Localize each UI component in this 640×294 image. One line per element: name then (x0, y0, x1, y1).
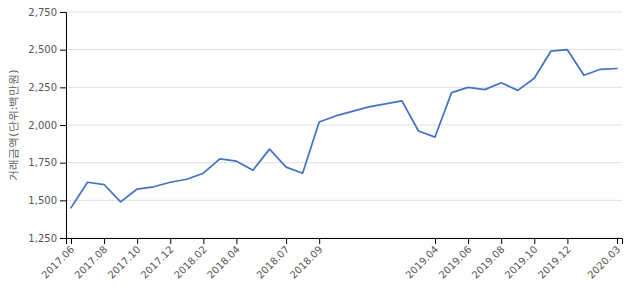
x-tick: 2019.04 (403, 238, 440, 281)
grid (66, 12, 622, 238)
x-tick: 2017.10 (106, 238, 143, 281)
y-tick: 2,250 (28, 82, 66, 93)
x-tick-label: 2019.06 (437, 244, 474, 281)
y-tick-label: 2,250 (28, 82, 57, 93)
y-tick: 1,500 (28, 195, 66, 206)
plot-area: 1,250 1,500 1,750 2,000 2,250 2,500 2,750 2017.… (28, 7, 622, 281)
x-tick-mark (236, 238, 237, 244)
x-tick-mark (501, 238, 502, 244)
x-tick: 2019.08 (470, 238, 507, 281)
x-tick-mark (137, 238, 138, 244)
grid-line (66, 49, 622, 50)
x-tick: 2019.12 (536, 238, 573, 281)
x-tick: 2017.08 (72, 238, 109, 281)
y-tick-mark (60, 200, 66, 201)
x-axis: 2017.062017.082017.102017.122018.022018.… (39, 238, 622, 281)
x-tick-mark (286, 238, 287, 244)
x-tick-label: 2019.08 (470, 244, 507, 281)
y-axis-line (60, 13, 67, 239)
y-tick-mark (60, 12, 66, 13)
y-tick-mark (60, 125, 66, 126)
y-tick-label: 1,250 (28, 233, 57, 244)
x-tick: 2018.04 (205, 238, 242, 281)
grid-line (66, 162, 622, 163)
grid-line (66, 200, 622, 201)
x-tick-label: 2019.12 (536, 244, 573, 281)
x-tick-label: 2017.12 (139, 244, 176, 281)
y-tick-label: 1,500 (28, 195, 57, 206)
y-tick: 2,750 (28, 7, 66, 18)
x-tick: 2017.06 (39, 238, 76, 281)
x-tick-mark (203, 238, 204, 244)
y-tick-mark (60, 238, 66, 239)
x-tick: 2018.07 (255, 238, 292, 281)
x-tick: 2019.10 (503, 238, 540, 281)
x-axis-line (67, 239, 623, 245)
y-tick-mark (60, 87, 66, 88)
grid-line (66, 125, 622, 126)
y-tick: 1,750 (28, 157, 66, 168)
x-tick-label: 2019.04 (403, 244, 440, 281)
x-tick-label: 2017.06 (39, 244, 76, 281)
x-tick-label: 2017.08 (72, 244, 109, 281)
y-tick-mark (60, 163, 66, 164)
x-tick: 2020.03 (585, 238, 622, 281)
y-tick-mark (60, 50, 66, 51)
y-axis-title: 거래금액(단위:백만원) (7, 69, 20, 180)
x-tick: 2018.09 (288, 238, 325, 281)
x-tick-mark (71, 238, 72, 244)
x-tick: 2018.02 (172, 238, 209, 281)
chart: 1,250 1,500 1,750 2,000 2,250 2,500 2,750 2017.… (0, 0, 640, 294)
x-tick-mark (170, 238, 171, 244)
y-axis: 1,250 1,500 1,750 2,000 2,250 2,500 2,750 (28, 7, 66, 244)
y-tick: 2,500 (28, 44, 66, 55)
grid-line (66, 12, 622, 13)
x-tick-label: 2018.04 (205, 244, 242, 281)
x-tick-mark (435, 238, 436, 244)
x-tick-mark (104, 238, 105, 244)
y-tick: 2,000 (28, 120, 66, 131)
y-tick-label: 1,750 (28, 157, 57, 168)
x-tick: 2017.12 (139, 238, 176, 281)
x-tick-mark (617, 238, 618, 244)
x-tick: 2019.06 (437, 238, 474, 281)
x-tick-mark (319, 238, 320, 244)
x-tick-mark (567, 238, 568, 244)
x-tick-label: 2018.09 (288, 244, 325, 281)
y-tick: 1,250 (28, 233, 66, 244)
line (71, 50, 617, 208)
x-tick-label: 2019.10 (503, 244, 540, 281)
grid-line (66, 87, 622, 88)
x-tick-mark (534, 238, 535, 244)
y-tick-label: 2,750 (28, 7, 57, 18)
x-tick-label: 2018.02 (172, 244, 209, 281)
y-tick-label: 2,500 (28, 44, 57, 55)
x-tick-label: 2020.03 (585, 244, 622, 281)
y-tick-label: 2,000 (28, 120, 57, 131)
x-tick-label: 2017.10 (106, 244, 143, 281)
series (71, 50, 617, 208)
x-tick-label: 2018.07 (255, 244, 292, 281)
x-tick-mark (468, 238, 469, 244)
